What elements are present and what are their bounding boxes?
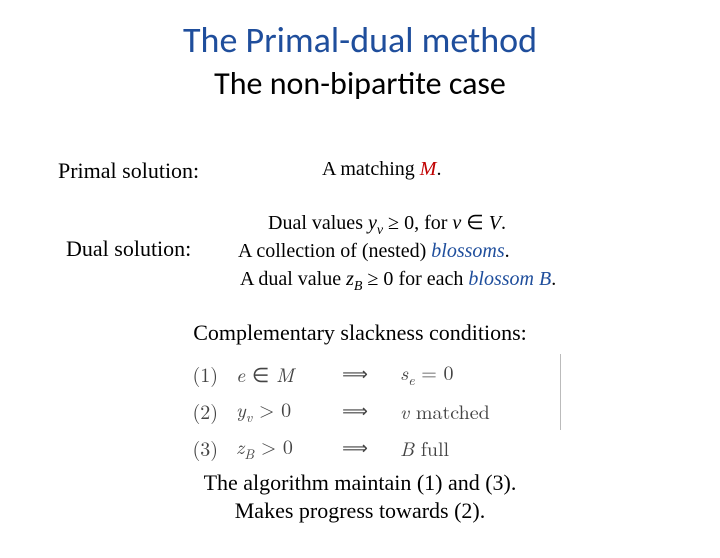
cond-rhs-var: v <box>400 396 409 425</box>
dual1-suffix: . <box>501 212 506 234</box>
cond-num: (1) <box>182 356 226 391</box>
cond-lhs-var: z <box>236 431 244 460</box>
condition-row: (1) e ∈ M ⟹ se = 0 <box>182 356 498 391</box>
dual1-mid: , for <box>414 212 452 234</box>
cond-lhs: zB > 0 <box>228 430 318 465</box>
footer-line-1: The algorithm maintain (1) and (3). <box>0 470 720 496</box>
footer-line-2: Makes progress towards (2). <box>0 498 720 524</box>
cond-rhs-rel: = 0 <box>415 357 454 386</box>
dual1-setset: V <box>489 212 501 234</box>
dual2-suffix: . <box>505 240 510 262</box>
dual2-prefix: A collection of (nested) <box>238 240 431 262</box>
cond-num: (2) <box>182 393 226 428</box>
dual1-rel: ≥ 0 <box>383 212 414 234</box>
dual3-suffix: . <box>551 268 556 290</box>
cond-lhs-var: y <box>236 394 246 423</box>
primal-text: A matching M. <box>322 158 441 181</box>
cond-rhs-text: matched <box>409 396 490 425</box>
conditions-table: (1) e ∈ M ⟹ se = 0 (2) yv > 0 ⟹ v matche… <box>180 354 500 467</box>
condition-row: (2) yv > 0 ⟹ v matched <box>182 393 498 428</box>
cond-rhs-var: B <box>400 433 414 462</box>
cond-lhs-var: e <box>236 359 245 388</box>
slide-title-sub: The non-bipartite case <box>0 64 720 103</box>
dual3-prefix: A dual value <box>240 268 346 290</box>
dual-line-1: Dual values yv ≥ 0, for v ∈ V. <box>268 210 506 239</box>
cond-lhs: yv > 0 <box>228 393 318 428</box>
cond-lhs-set: M <box>276 359 294 388</box>
vertical-divider <box>560 354 561 430</box>
dual3-var: z <box>346 268 354 290</box>
cond-rhs: se = 0 <box>392 356 498 391</box>
dual1-setvar: v <box>452 212 461 234</box>
cond-num: (3) <box>182 430 226 465</box>
dual-label: Dual solution: <box>66 236 191 262</box>
cond-arrow: ⟹ <box>320 393 390 428</box>
dual3-mid: for each <box>393 268 468 290</box>
dual3-term: blossom B <box>468 268 551 290</box>
primal-prefix: A matching <box>322 158 420 180</box>
dual2-term: blossoms <box>431 240 504 262</box>
primal-label: Primal solution: <box>58 158 199 184</box>
cond-arrow: ⟹ <box>320 356 390 391</box>
primal-suffix: . <box>436 158 441 180</box>
cond-rhs: v matched <box>392 393 498 428</box>
dual1-setrel: ∈ <box>461 212 488 234</box>
cond-lhs-rel: > 0 <box>254 431 293 460</box>
cs-heading: Complementary slackness conditions: <box>0 320 720 346</box>
primal-var: M <box>420 158 437 180</box>
dual3-rel: ≥ 0 <box>362 268 393 290</box>
dual1-var: y <box>368 212 377 234</box>
cond-lhs-rel: ∈ <box>245 359 276 388</box>
cond-lhs-sub: B <box>244 444 254 464</box>
cond-rhs: B full <box>392 430 498 465</box>
dual-line-3: A dual value zB ≥ 0 for each blossom B. <box>240 268 556 295</box>
cond-lhs-rel: > 0 <box>252 394 291 423</box>
cond-rhs-var: s <box>400 357 408 386</box>
cond-rhs-text: full <box>414 433 449 462</box>
dual1-prefix: Dual values <box>268 212 368 234</box>
cond-lhs: e ∈ M <box>228 356 318 391</box>
slide-title-main: The Primal-dual method <box>0 18 720 62</box>
dual-line-2: A collection of (nested) blossoms. <box>238 240 510 263</box>
cond-arrow: ⟹ <box>320 430 390 465</box>
condition-row: (3) zB > 0 ⟹ B full <box>182 430 498 465</box>
